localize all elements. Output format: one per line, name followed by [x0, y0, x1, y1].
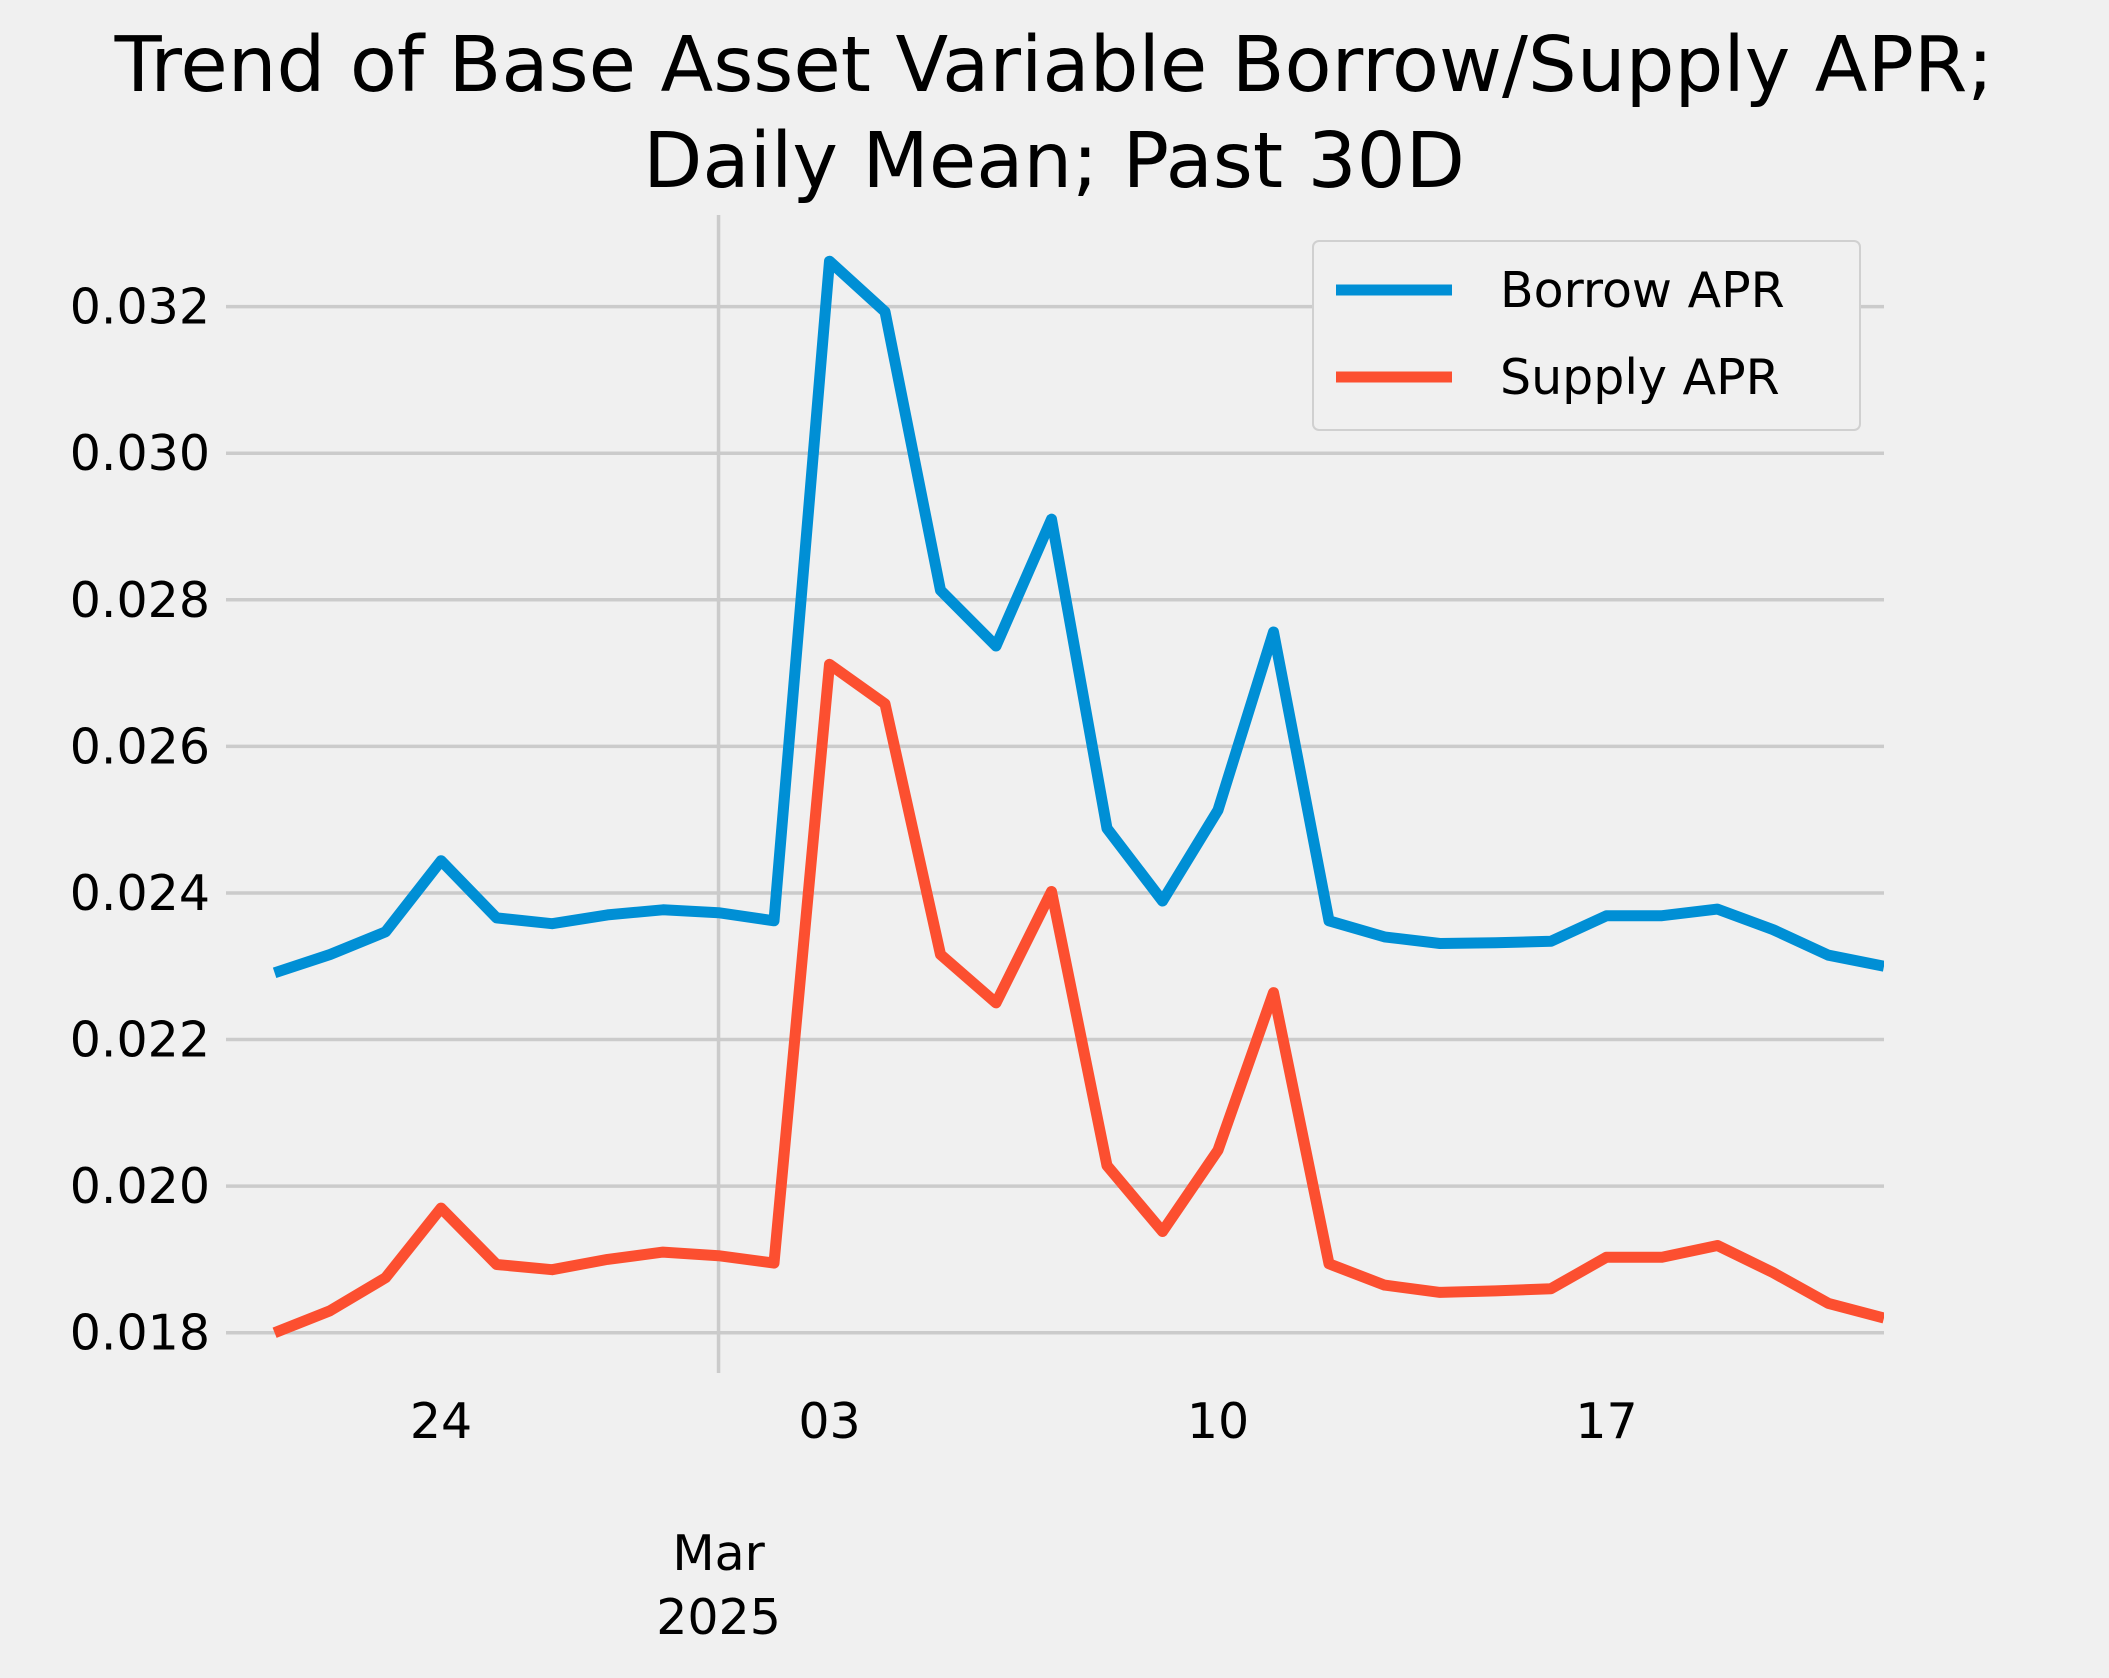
series-line-borrow-apr [272, 255, 1884, 979]
legend-label: Supply APR [1500, 349, 1780, 406]
legend-label: Borrow APR [1500, 262, 1785, 319]
y-tick-label: 0.032 [70, 279, 210, 336]
data-series [272, 255, 1884, 1338]
grid-lines [226, 215, 1884, 1373]
x-axis-tick-labels: 24 03 10 17 Mar 2025 [410, 1393, 1638, 1646]
x-tick-label-major: 2025 [656, 1589, 781, 1646]
series-line-supply-apr [272, 658, 1884, 1338]
x-tick-label: 03 [798, 1393, 860, 1450]
chart-title-line-2: Daily Mean; Past 30D [643, 117, 1465, 206]
y-axis-tick-labels: 0.018 0.020 0.022 0.024 0.026 0.028 0.030 0.032 [70, 279, 210, 1362]
x-tick-label: 24 [410, 1393, 472, 1450]
y-tick-label: 0.018 [70, 1305, 210, 1362]
chart-title: Trend of Base Asset Variable Borrow/Supp… [114, 21, 1994, 206]
y-tick-label: 0.026 [70, 718, 210, 775]
x-tick-label: 10 [1187, 1393, 1249, 1450]
y-tick-label: 0.022 [70, 1012, 210, 1069]
chart-title-line-1: Trend of Base Asset Variable Borrow/Supp… [114, 21, 1994, 110]
y-tick-label: 0.024 [70, 865, 210, 922]
x-tick-label-major: Mar [672, 1525, 765, 1582]
y-tick-label: 0.028 [70, 572, 210, 629]
legend: Borrow APR Supply APR [1312, 240, 1861, 431]
x-tick-label: 17 [1575, 1393, 1637, 1450]
y-tick-label: 0.030 [70, 425, 210, 482]
y-tick-label: 0.020 [70, 1158, 210, 1215]
